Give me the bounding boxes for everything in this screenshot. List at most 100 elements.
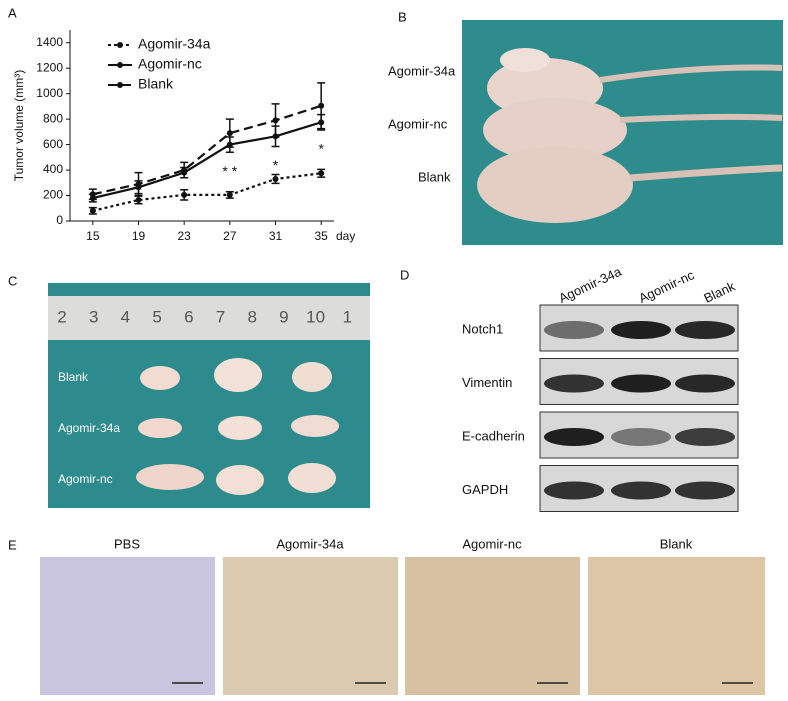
blot-band xyxy=(544,428,604,446)
blot-band xyxy=(611,428,671,446)
y-tick-label: 600 xyxy=(43,137,63,151)
x-tick-label: 31 xyxy=(269,229,283,243)
protein-label: Notch1 xyxy=(462,321,503,336)
data-point xyxy=(135,181,142,188)
legend-marker xyxy=(117,62,123,68)
mouse-label: Blank xyxy=(418,169,451,184)
data-point xyxy=(272,117,279,124)
ihc-image xyxy=(223,557,398,695)
data-point xyxy=(226,130,233,137)
mouse-label: Agomir-34a xyxy=(388,63,456,78)
mouse-tail xyxy=(629,164,783,182)
mouse-head xyxy=(500,48,550,72)
protein-label: E-cadherin xyxy=(462,428,525,443)
ruler-number: 8 xyxy=(247,307,256,326)
ruler-number: 1 xyxy=(343,307,352,326)
legend-label: Agomir-34a xyxy=(138,36,211,52)
protein-label: Vimentin xyxy=(462,375,512,390)
series-line xyxy=(92,104,322,196)
ruler xyxy=(48,296,370,340)
tumor-photo xyxy=(48,283,370,508)
legend-label: Agomir-nc xyxy=(138,56,202,72)
tumor xyxy=(292,362,332,392)
data-point xyxy=(318,170,325,177)
significance-mark: * * xyxy=(222,163,237,179)
blot-band xyxy=(675,321,735,339)
blot-band xyxy=(611,321,671,339)
mouse-label: Agomir-nc xyxy=(388,116,448,131)
mouse xyxy=(483,98,627,162)
legend-marker xyxy=(117,82,123,88)
ihc-image xyxy=(40,557,215,695)
tumor xyxy=(216,465,264,495)
x-tick-label: 15 xyxy=(86,229,100,243)
y-tick-label: 0 xyxy=(56,213,63,227)
tumor-label: Agomir-34a xyxy=(58,421,120,435)
mouse xyxy=(477,147,633,223)
ihc-image xyxy=(405,557,580,695)
ruler-number: 10 xyxy=(306,307,325,326)
x-tick-label: 19 xyxy=(132,229,146,243)
significance-mark: * xyxy=(318,141,324,157)
lane-label: Agomir-34a xyxy=(556,264,624,306)
significance-mark: * xyxy=(273,157,279,173)
data-point xyxy=(318,102,325,109)
ruler-number: 6 xyxy=(184,307,193,326)
y-tick-label: 400 xyxy=(43,162,63,176)
tumor xyxy=(138,418,182,438)
blot-band xyxy=(675,374,735,393)
ruler-number: 2 xyxy=(57,307,66,326)
tumor xyxy=(214,358,262,392)
image-title: PBS xyxy=(114,536,140,551)
ruler-number: 9 xyxy=(279,307,288,326)
tumor xyxy=(218,416,262,440)
data-point xyxy=(135,196,142,203)
panel-label: B xyxy=(398,9,407,24)
blot-band xyxy=(675,428,735,446)
blot-band xyxy=(611,374,671,393)
data-point xyxy=(226,191,233,198)
blot-band xyxy=(544,374,604,393)
x-tick-label: 27 xyxy=(223,229,237,243)
ruler-number: 7 xyxy=(216,307,225,326)
tumor xyxy=(136,464,204,490)
data-point xyxy=(89,207,96,214)
x-tick-label: 35 xyxy=(314,229,328,243)
series-line xyxy=(92,121,322,200)
panel-label: A xyxy=(8,5,17,20)
legend-label: Blank xyxy=(138,76,174,92)
data-point xyxy=(181,191,188,198)
lane-label: Blank xyxy=(701,278,737,306)
panel-label: D xyxy=(400,267,409,282)
histology xyxy=(40,557,765,695)
blot-band xyxy=(611,481,671,500)
data-point xyxy=(272,175,279,182)
protein-label: GAPDH xyxy=(462,482,508,497)
ruler-number: 5 xyxy=(152,307,161,326)
panel-label: E xyxy=(8,537,17,552)
y-tick-label: 200 xyxy=(43,188,63,202)
image-title: Agomir-34a xyxy=(276,536,344,551)
lane-label: Agomir-nc xyxy=(636,267,696,306)
y-tick-label: 1400 xyxy=(36,35,63,49)
mouse-tail xyxy=(599,64,783,83)
tumor xyxy=(288,463,336,493)
tumor-label: Agomir-nc xyxy=(58,472,113,486)
y-axis-label: Tumor volume (mm³) xyxy=(12,70,26,182)
blot-band xyxy=(544,481,604,500)
mouse-tail xyxy=(619,113,783,123)
blot-band xyxy=(544,321,604,339)
ruler-number: 4 xyxy=(121,307,130,326)
tumor xyxy=(291,415,339,437)
y-tick-label: 800 xyxy=(43,111,63,125)
tumor-label: Blank xyxy=(58,370,89,384)
data-point xyxy=(181,167,188,174)
mice-photo xyxy=(462,20,783,245)
x-axis-label: day xyxy=(336,229,355,243)
panel-label: C xyxy=(8,273,17,288)
tumor xyxy=(140,366,180,390)
image-title: Agomir-nc xyxy=(462,536,522,551)
x-tick-label: 23 xyxy=(177,229,191,243)
western-blot xyxy=(539,304,739,512)
